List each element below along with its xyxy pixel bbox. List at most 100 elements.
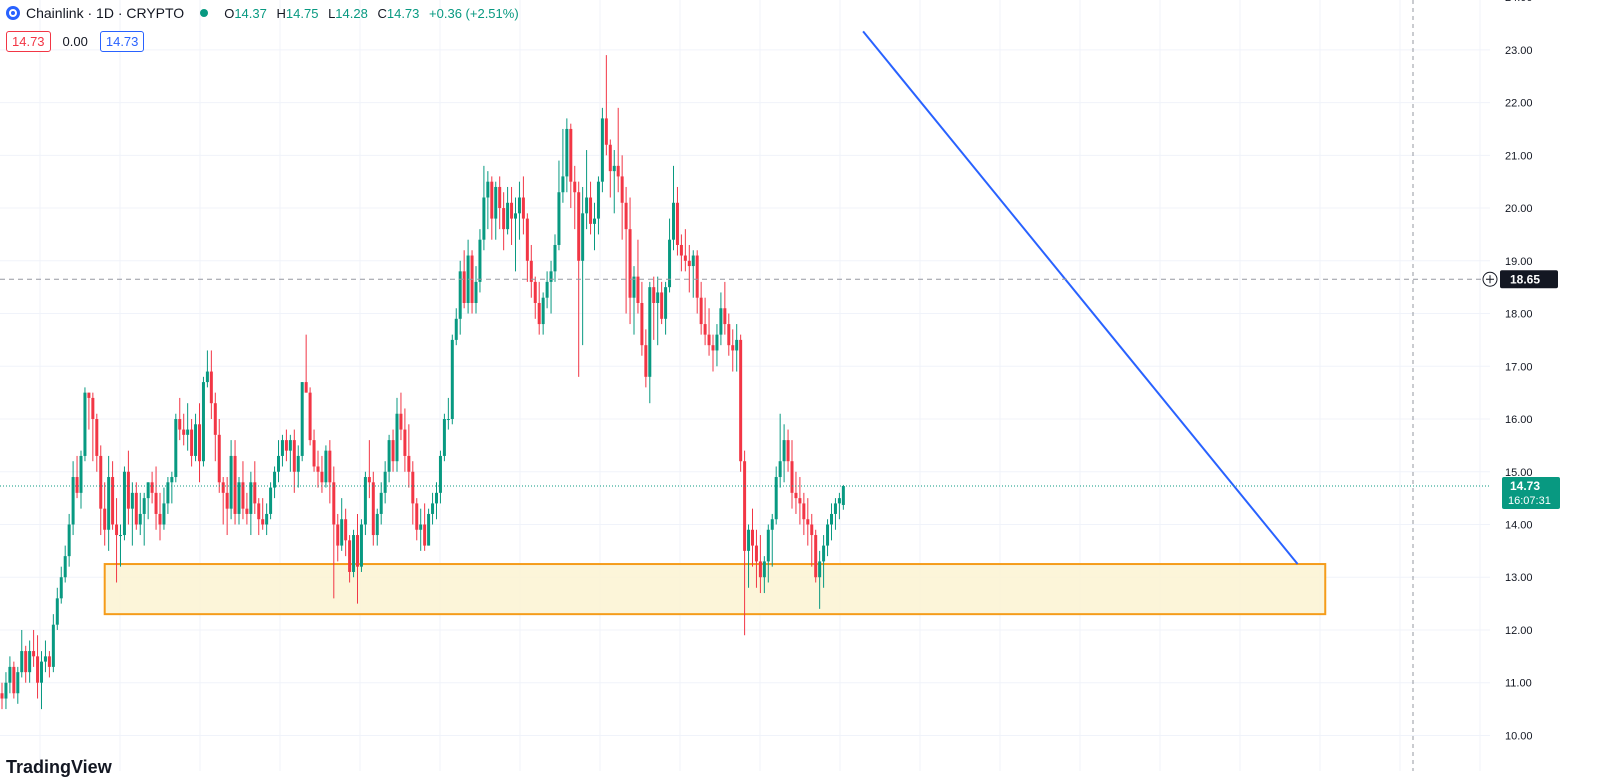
price-axis-background: [1490, 0, 1615, 771]
candle-body: [841, 485, 845, 505]
candle-body: [506, 202, 510, 230]
price-tick-label: 12.00: [1505, 625, 1533, 637]
open-label: O: [224, 5, 235, 21]
candle-body: [103, 508, 107, 530]
trendline[interactable]: [862, 30, 1299, 565]
candle-body: [751, 529, 754, 546]
candle-body: [399, 413, 403, 430]
candle-body: [391, 440, 395, 462]
candle-body: [245, 508, 249, 514]
candle-body: [359, 524, 363, 567]
candle-body: [833, 503, 837, 514]
candle-body: [691, 255, 695, 267]
candle-body: [707, 334, 711, 346]
candle-body: [178, 419, 182, 430]
candle-body: [75, 477, 79, 493]
candle-body: [612, 165, 616, 172]
candle-body: [273, 471, 277, 488]
candle-body: [715, 334, 719, 351]
candle-body: [142, 498, 146, 514]
candle-body: [778, 461, 782, 478]
candle-body: [703, 324, 707, 335]
candle-body: [818, 561, 822, 578]
candle-body: [747, 529, 751, 551]
candle-body: [237, 482, 241, 514]
candle-body: [340, 519, 344, 546]
candle-body: [348, 540, 352, 572]
candle-body: [794, 492, 798, 499]
candle-body: [668, 239, 672, 288]
candle-body: [71, 477, 75, 525]
candle-body: [743, 461, 747, 551]
candle-body: [395, 413, 399, 462]
candle-body: [162, 503, 166, 525]
candle-body: [790, 461, 794, 493]
candle-body: [478, 239, 482, 282]
candle-body: [126, 471, 130, 509]
candle-body: [490, 181, 494, 219]
candle-body: [502, 208, 506, 230]
candle-body: [774, 477, 778, 520]
candle-body: [304, 382, 308, 393]
candle-body: [87, 392, 91, 398]
candle-body: [146, 482, 150, 499]
candle-body: [415, 503, 419, 530]
support-zone-rect[interactable]: [103, 563, 1327, 616]
candle-body: [810, 524, 814, 536]
candle-body: [265, 513, 269, 525]
candle-body: [525, 218, 529, 261]
candle-body: [533, 281, 537, 303]
candle-body: [249, 482, 253, 514]
candle-body: [723, 308, 727, 325]
candle-body: [762, 561, 766, 578]
candle-body: [99, 455, 103, 509]
candle-body: [632, 276, 636, 298]
candle-body: [261, 519, 265, 525]
price-tick-label: 21.00: [1505, 150, 1533, 162]
candle-body: [620, 176, 624, 203]
candle-body: [628, 229, 632, 298]
candle-body: [660, 292, 664, 319]
candle-body: [699, 297, 703, 325]
candle-body: [786, 440, 790, 462]
candle-body: [20, 651, 24, 673]
candle-body: [731, 345, 735, 351]
symbol-title[interactable]: Chainlink · 1D · CRYPTO: [26, 5, 185, 21]
candle-body: [822, 545, 826, 562]
candle-body: [687, 260, 691, 267]
candle-body: [600, 118, 604, 182]
candle-body: [782, 440, 786, 462]
candle-body: [719, 308, 723, 335]
candle-body: [636, 276, 640, 303]
candle-body: [517, 197, 521, 214]
candle-body: [150, 482, 154, 493]
candle-body: [79, 455, 83, 493]
candle-body: [446, 419, 450, 421]
candle-body: [427, 513, 431, 546]
candle-body: [521, 197, 525, 219]
trendline-line[interactable]: [862, 30, 1299, 565]
candle-body: [83, 392, 87, 456]
buy-button[interactable]: 14.73: [99, 31, 145, 52]
support-zone[interactable]: [103, 563, 1327, 616]
candle-body: [549, 271, 553, 282]
candle-body: [454, 318, 458, 340]
candle-body: [134, 492, 138, 525]
candle-body: [8, 666, 12, 683]
candle-body: [198, 424, 201, 462]
price-axis[interactable]: 24.00 23.00 22.00 21.00 20.00 19.00 18.00 17.00…: [1482, 0, 1615, 771]
close-value: 14.73: [386, 5, 420, 21]
candle-body: [213, 403, 217, 435]
candle-body: [541, 297, 545, 325]
candle-body: [806, 519, 810, 525]
candle-body: [672, 202, 675, 240]
candle-body: [24, 651, 28, 673]
candle-body: [683, 255, 687, 261]
sell-button[interactable]: 14.73: [6, 31, 51, 52]
candle-body: [138, 513, 142, 525]
last-price-label: 14.73: [1510, 479, 1540, 493]
price-tick-label: 11.00: [1505, 678, 1532, 690]
candle-body: [190, 429, 194, 456]
candle-body: [442, 419, 446, 456]
